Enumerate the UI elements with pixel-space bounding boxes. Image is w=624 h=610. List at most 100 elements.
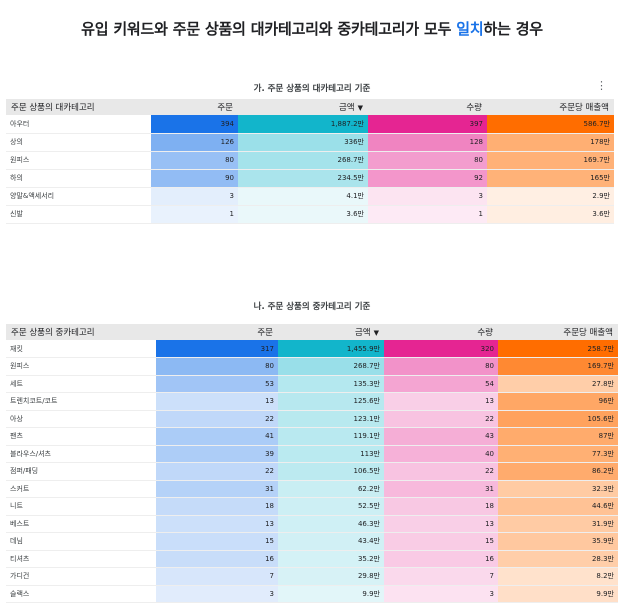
table-row: 원피스 80 268.7만 80 169.7만 — [6, 357, 618, 376]
category-cell: 베스트 — [6, 515, 156, 533]
column-header-category[interactable]: 주문 상품의 대카테고리 — [6, 99, 151, 115]
amount-cell: 52.5만 — [278, 497, 384, 516]
column-header-amount[interactable]: 금액 ▼ — [238, 99, 368, 115]
per-order-cell: 32.3만 — [498, 480, 618, 498]
table-row: 재킷 317 1,455.9만 320 258.7만 — [6, 340, 618, 358]
table-row: 세트 53 135.3만 54 27.8만 — [6, 375, 618, 393]
more-options-icon[interactable]: ⋮ — [596, 79, 607, 92]
per-order-cell: 28.3만 — [498, 550, 618, 568]
page-title-highlight: 일치 — [456, 20, 484, 38]
quantity-cell: 40 — [384, 445, 498, 463]
quantity-cell: 22 — [384, 410, 498, 428]
orders-cell: 317 — [156, 340, 278, 358]
amount-cell: 9.9만 — [278, 585, 384, 603]
category-cell: 원피스 — [6, 357, 156, 376]
quantity-cell: 320 — [384, 340, 498, 358]
quantity-cell: 16 — [384, 550, 498, 568]
per-order-cell: 178만 — [487, 133, 614, 152]
page-title-prefix: 유입 키워드와 주문 상품의 대카테고리와 중카테고리가 모두 — [81, 20, 457, 38]
per-order-cell: 27.8만 — [498, 375, 618, 393]
column-header-orders[interactable]: 주문 — [151, 99, 238, 115]
quantity-cell: 80 — [368, 151, 487, 170]
table2-subtitle: 나. 주문 상품의 중카테고리 기준 — [253, 302, 371, 312]
page-title: 유입 키워드와 주문 상품의 대카테고리와 중카테고리가 모두 일치하는 경우 — [0, 18, 624, 39]
amount-cell: 1,887.2만 — [238, 115, 368, 134]
sort-desc-icon[interactable]: ▼ — [357, 104, 363, 112]
per-order-cell: 77.3만 — [498, 445, 618, 463]
column-header-per-order[interactable]: 주문당 매출액 — [487, 99, 614, 115]
quantity-cell: 128 — [368, 133, 487, 152]
quantity-cell: 15 — [384, 532, 498, 551]
category-cell: 트렌치코트/코트 — [6, 392, 156, 411]
column-header-amount[interactable]: 금액 ▼ — [278, 324, 384, 340]
column-header-orders[interactable]: 주문 — [156, 324, 278, 340]
category-cell: 아우터 — [6, 115, 151, 134]
category-cell: 니트 — [6, 497, 156, 516]
quantity-cell: 13 — [384, 392, 498, 411]
column-header-per-order[interactable]: 주문당 매출액 — [498, 324, 618, 340]
quantity-cell: 18 — [384, 497, 498, 516]
orders-cell: 90 — [151, 169, 238, 188]
table-row: 슬랙스 3 9.9만 3 9.9만 — [6, 585, 618, 603]
amount-cell: 268.7만 — [238, 151, 368, 170]
table-row: 원피스 80 268.7만 80 169.7만 — [6, 151, 614, 170]
amount-cell: 119.1만 — [278, 427, 384, 446]
category-cell: 스커트 — [6, 480, 156, 498]
category-cell: 블라우스/셔츠 — [6, 445, 156, 463]
column-header-category[interactable]: 주문 상품의 중카테고리 — [6, 324, 156, 340]
table2-body: 재킷 317 1,455.9만 320 258.7만 원피스 80 268.7만 80 169.7… — [6, 340, 618, 603]
amount-cell: 62.2만 — [278, 480, 384, 498]
per-order-cell: 3.6만 — [487, 205, 614, 224]
orders-cell: 80 — [156, 357, 278, 376]
category-cell: 아상 — [6, 410, 156, 428]
quantity-cell: 13 — [384, 515, 498, 533]
amount-cell: 336만 — [238, 133, 368, 152]
per-order-cell: 105.6만 — [498, 410, 618, 428]
amount-cell: 268.7만 — [278, 357, 384, 376]
table-main-category: 주문 상품의 대카테고리 주문 금액 ▼ 수량 주문당 매출액 아우터 394 1,8… — [6, 99, 614, 224]
table-row: 아우터 394 1,887.2만 397 586.7만 — [6, 115, 614, 134]
orders-cell: 41 — [156, 427, 278, 446]
orders-cell: 18 — [156, 497, 278, 516]
column-header-quantity[interactable]: 수량 — [368, 99, 487, 115]
per-order-cell: 169.7만 — [498, 357, 618, 376]
quantity-cell: 80 — [384, 357, 498, 376]
amount-cell: 29.8만 — [278, 567, 384, 586]
amount-cell: 123.1만 — [278, 410, 384, 428]
category-cell: 가디건 — [6, 567, 156, 586]
per-order-cell: 169.7만 — [487, 151, 614, 170]
amount-cell: 43.4만 — [278, 532, 384, 551]
category-cell: 슬랙스 — [6, 585, 156, 603]
table-row: 티셔츠 16 35.2만 16 28.3만 — [6, 550, 618, 568]
orders-cell: 80 — [151, 151, 238, 170]
orders-cell: 22 — [156, 462, 278, 481]
column-header-quantity[interactable]: 수량 — [384, 324, 498, 340]
sort-desc-icon[interactable]: ▼ — [373, 329, 379, 337]
per-order-cell: 44.6만 — [498, 497, 618, 516]
amount-cell: 1,455.9만 — [278, 340, 384, 358]
orders-cell: 53 — [156, 375, 278, 393]
orders-cell: 1 — [151, 205, 238, 224]
table-row: 신발 1 3.6만 1 3.6만 — [6, 205, 614, 224]
orders-cell: 15 — [156, 532, 278, 551]
orders-cell: 126 — [151, 133, 238, 152]
per-order-cell: 8.2만 — [498, 567, 618, 586]
category-cell: 팬츠 — [6, 427, 156, 446]
orders-cell: 3 — [151, 187, 238, 206]
amount-cell: 135.3만 — [278, 375, 384, 393]
orders-cell: 7 — [156, 567, 278, 586]
orders-cell: 13 — [156, 392, 278, 411]
per-order-cell: 165만 — [487, 169, 614, 188]
quantity-cell: 397 — [368, 115, 487, 134]
quantity-cell: 43 — [384, 427, 498, 446]
table-row: 베스트 13 46.3만 13 31.9만 — [6, 515, 618, 533]
amount-cell: 35.2만 — [278, 550, 384, 568]
per-order-cell: 87만 — [498, 427, 618, 446]
amount-cell: 3.6만 — [238, 205, 368, 224]
category-cell: 티셔츠 — [6, 550, 156, 568]
orders-cell: 39 — [156, 445, 278, 463]
category-cell: 점퍼/패딩 — [6, 462, 156, 481]
orders-cell: 3 — [156, 585, 278, 603]
table-mid-category: 주문 상품의 중카테고리 주문 금액 ▼ 수량 주문당 매출액 재킷 317 1,45… — [6, 324, 618, 603]
category-cell: 하의 — [6, 169, 151, 188]
